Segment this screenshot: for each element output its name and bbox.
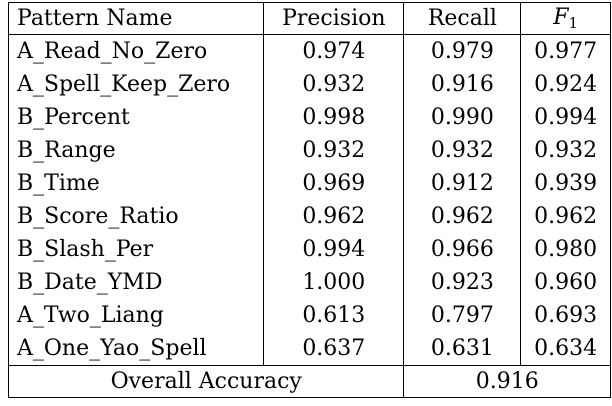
cell-pattern-name: A_Spell_Keep_Zero bbox=[7, 68, 265, 101]
cell-precision: 0.998 bbox=[263, 101, 405, 134]
cell-pattern-name: B_Slash_Per bbox=[7, 233, 265, 266]
cell-recall: 0.923 bbox=[403, 266, 522, 299]
cell-recall: 0.797 bbox=[403, 299, 522, 332]
header-recall: Recall bbox=[403, 2, 522, 35]
cell-recall: 0.912 bbox=[403, 167, 522, 200]
cell-pattern-name: A_One_Yao_Spell bbox=[7, 332, 265, 366]
table-body: A_Read_No_Zero 0.974 0.979 0.977 A_Spell… bbox=[7, 34, 611, 366]
cell-recall: 0.990 bbox=[403, 101, 522, 134]
header-pattern-name: Pattern Name bbox=[7, 2, 265, 35]
cell-f1: 0.693 bbox=[520, 299, 611, 332]
cell-precision: 0.637 bbox=[263, 332, 405, 366]
cell-f1: 0.994 bbox=[520, 101, 611, 134]
cell-precision: 0.974 bbox=[263, 34, 405, 68]
results-table: Pattern Name Precision Recall F1 A_Read_… bbox=[7, 2, 611, 398]
cell-pattern-name: B_Range bbox=[7, 134, 265, 167]
cell-recall: 0.631 bbox=[403, 332, 522, 366]
cell-f1: 0.924 bbox=[520, 68, 611, 101]
cell-precision: 0.932 bbox=[263, 134, 405, 167]
table-row: A_Spell_Keep_Zero 0.932 0.916 0.924 bbox=[7, 68, 611, 101]
footer-row: Overall Accuracy 0.916 bbox=[7, 365, 611, 398]
header-f1-subscript: 1 bbox=[568, 13, 579, 32]
cell-recall: 0.932 bbox=[403, 134, 522, 167]
cell-precision: 0.962 bbox=[263, 200, 405, 233]
cell-f1: 0.962 bbox=[520, 200, 611, 233]
header-f1: F1 bbox=[520, 2, 611, 35]
cell-precision: 0.932 bbox=[263, 68, 405, 101]
overall-accuracy-label: Overall Accuracy bbox=[7, 365, 405, 398]
table-row: B_Percent 0.998 0.990 0.994 bbox=[7, 101, 611, 134]
cell-pattern-name: B_Percent bbox=[7, 101, 265, 134]
table-row: B_Date_YMD 1.000 0.923 0.960 bbox=[7, 266, 611, 299]
table-row: A_One_Yao_Spell 0.637 0.631 0.634 bbox=[7, 332, 611, 366]
cell-recall: 0.979 bbox=[403, 34, 522, 68]
cell-pattern-name: B_Date_YMD bbox=[7, 266, 265, 299]
table-row: A_Two_Liang 0.613 0.797 0.693 bbox=[7, 299, 611, 332]
cell-f1: 0.977 bbox=[520, 34, 611, 68]
cell-precision: 0.969 bbox=[263, 167, 405, 200]
cell-recall: 0.966 bbox=[403, 233, 522, 266]
header-f1-letter: F bbox=[553, 4, 569, 30]
cell-precision: 0.994 bbox=[263, 233, 405, 266]
cell-precision: 1.000 bbox=[263, 266, 405, 299]
header-precision: Precision bbox=[263, 2, 405, 35]
overall-accuracy-value: 0.916 bbox=[403, 365, 611, 398]
table-row: B_Slash_Per 0.994 0.966 0.980 bbox=[7, 233, 611, 266]
cell-f1: 0.960 bbox=[520, 266, 611, 299]
table-row: B_Time 0.969 0.912 0.939 bbox=[7, 167, 611, 200]
cell-f1: 0.634 bbox=[520, 332, 611, 366]
cell-pattern-name: A_Two_Liang bbox=[7, 299, 265, 332]
cell-f1: 0.932 bbox=[520, 134, 611, 167]
table-row: A_Read_No_Zero 0.974 0.979 0.977 bbox=[7, 34, 611, 68]
cell-recall: 0.962 bbox=[403, 200, 522, 233]
cell-f1: 0.980 bbox=[520, 233, 611, 266]
header-row: Pattern Name Precision Recall F1 bbox=[7, 2, 611, 35]
cell-pattern-name: A_Read_No_Zero bbox=[7, 34, 265, 68]
cell-recall: 0.916 bbox=[403, 68, 522, 101]
cell-pattern-name: B_Time bbox=[7, 167, 265, 200]
cell-pattern-name: B_Score_Ratio bbox=[7, 200, 265, 233]
cell-f1: 0.939 bbox=[520, 167, 611, 200]
table-row: B_Range 0.932 0.932 0.932 bbox=[7, 134, 611, 167]
table-header: Pattern Name Precision Recall F1 bbox=[7, 2, 611, 35]
table-footer: Overall Accuracy 0.916 bbox=[7, 365, 611, 398]
cell-precision: 0.613 bbox=[263, 299, 405, 332]
table-row: B_Score_Ratio 0.962 0.962 0.962 bbox=[7, 200, 611, 233]
